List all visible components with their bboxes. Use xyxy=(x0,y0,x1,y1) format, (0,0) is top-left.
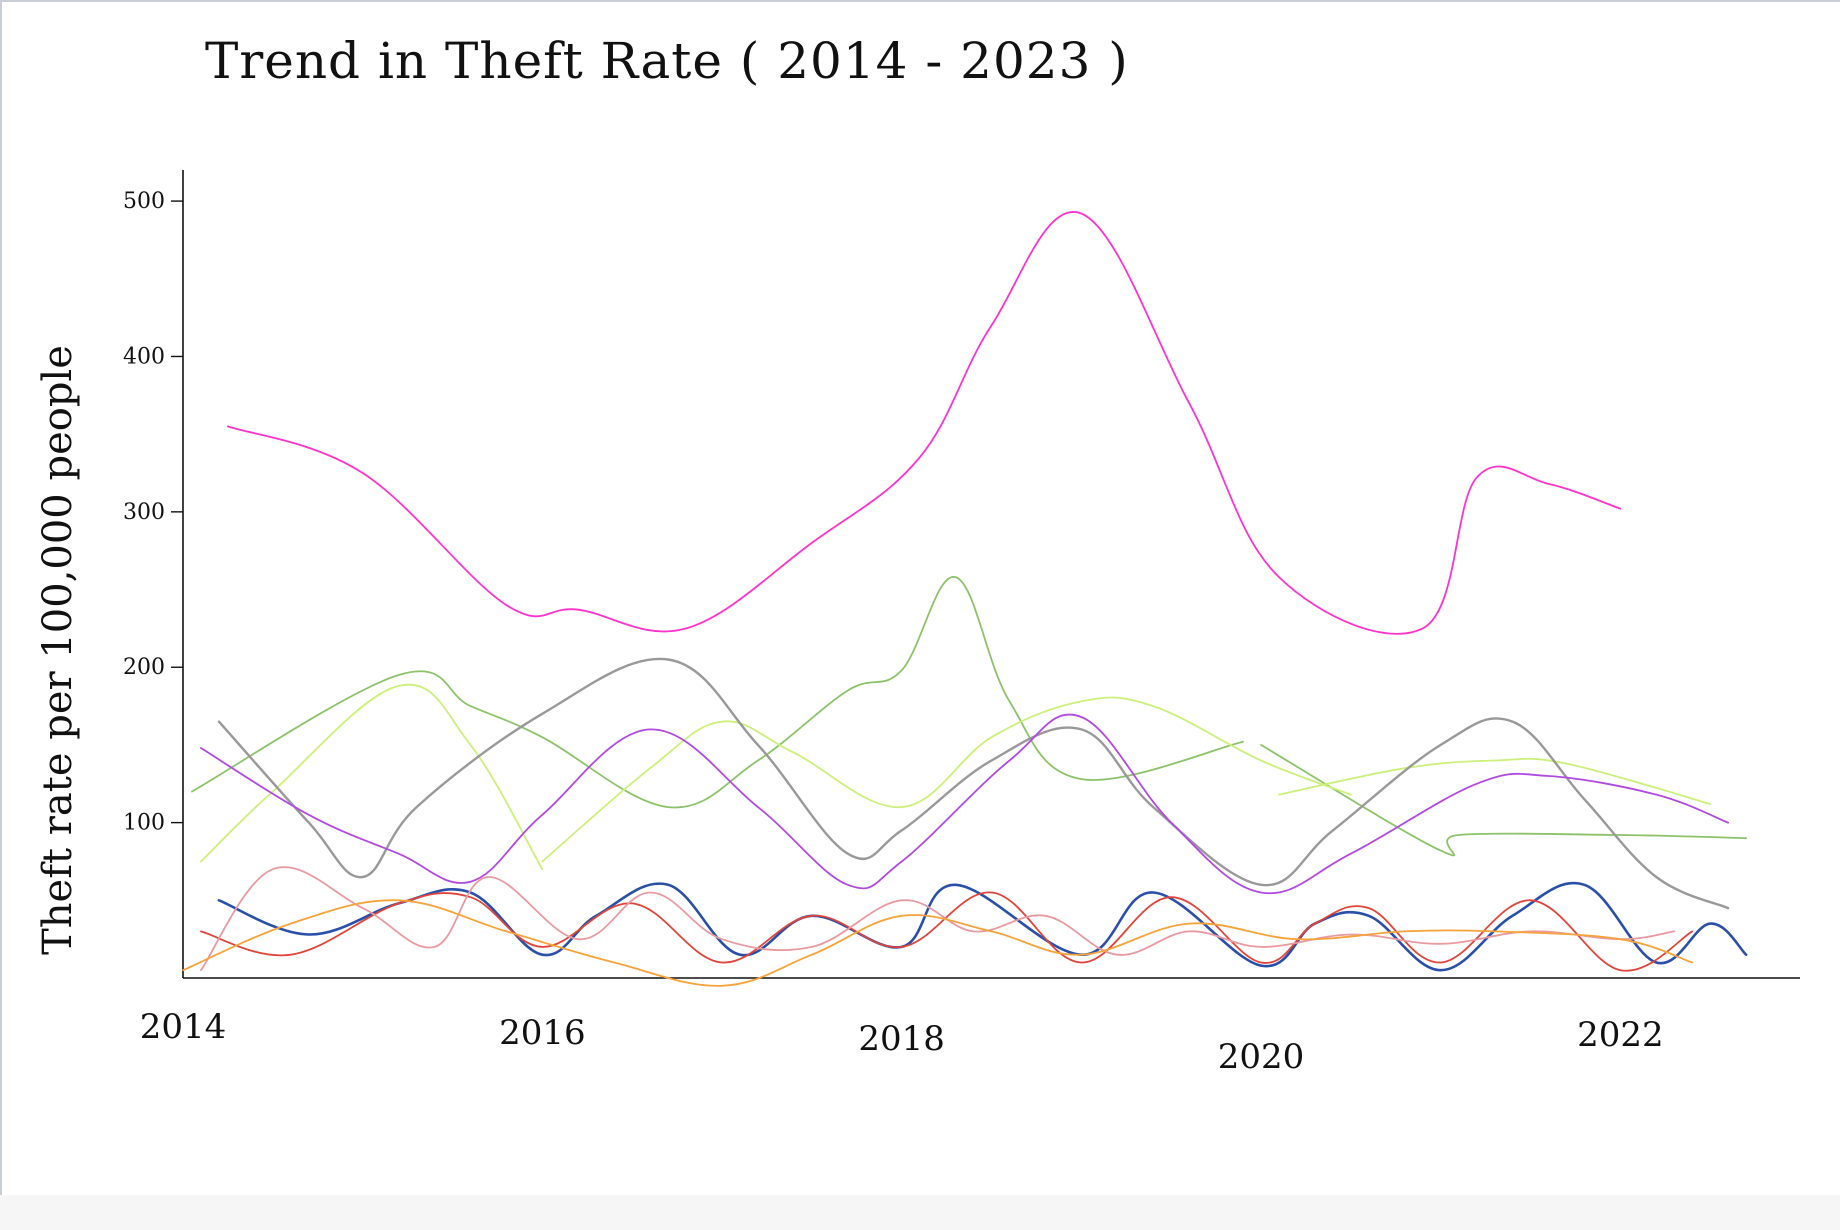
x-tick-label: 2022 xyxy=(1577,1015,1664,1055)
x-tick-label: 2018 xyxy=(858,1019,945,1059)
series-line-3 xyxy=(1260,744,1747,857)
x-tick-label: 2014 xyxy=(140,1007,227,1047)
series-line-9 xyxy=(217,881,1748,972)
bottom-band xyxy=(0,1195,1840,1230)
y-tick-label: 500 xyxy=(123,189,165,214)
y-tick-label: 200 xyxy=(123,655,165,680)
series-line-6 xyxy=(1278,757,1712,805)
series-group xyxy=(182,211,1748,987)
series-line-4 xyxy=(200,683,544,871)
y-tick-label: 300 xyxy=(123,500,165,525)
series-line-11 xyxy=(200,866,1676,972)
ticks: 500 400 300 200 100 2014 2016 2018 2020 2022 xyxy=(123,189,1664,1077)
series-line-12 xyxy=(182,899,1694,987)
series-line-1 xyxy=(227,211,1622,635)
axes xyxy=(182,170,1800,979)
series-line-2 xyxy=(191,576,1244,809)
series-line-10 xyxy=(200,891,1694,972)
y-tick-label: 400 xyxy=(123,344,165,369)
series-line-7 xyxy=(217,657,1730,910)
series-line-8 xyxy=(200,713,1729,895)
chart-title: Trend in Theft Rate ( 2014 - 2023 ) xyxy=(205,32,1129,90)
y-tick-label: 100 xyxy=(123,811,165,836)
x-tick-label: 2016 xyxy=(499,1013,586,1053)
x-tick-label: 2020 xyxy=(1218,1037,1305,1077)
series-line-5 xyxy=(541,696,1352,863)
